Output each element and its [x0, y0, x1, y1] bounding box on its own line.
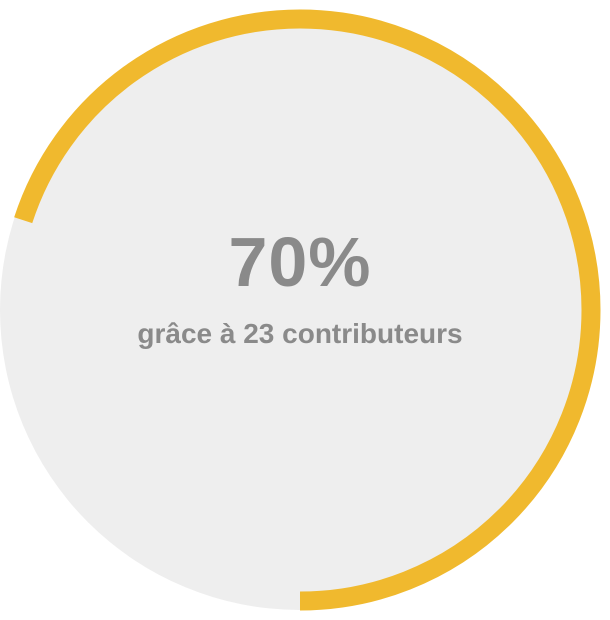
progress-percent: 70%: [228, 223, 372, 301]
contributors-caption: grâce à 23 contributeurs: [137, 318, 463, 349]
progress-disc: [0, 10, 600, 610]
progress-arc: [0, 9, 601, 611]
